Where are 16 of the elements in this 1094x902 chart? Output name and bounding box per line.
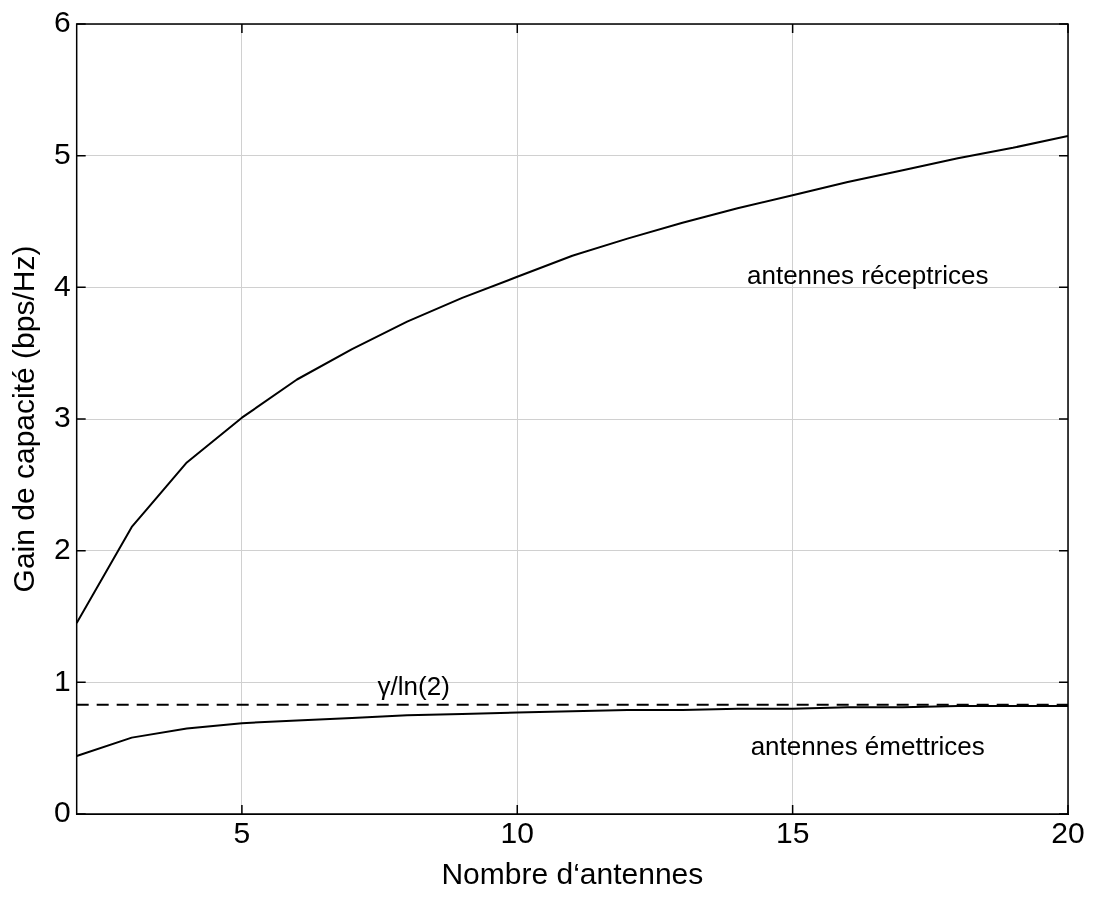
x-tick-label: 10 [500, 816, 534, 850]
y-tick-label: 5 [54, 136, 71, 170]
x-axis-title: Nombre d‘antennes [441, 857, 704, 891]
series-label: antennes émettrices [750, 730, 985, 761]
y-tick-label: 0 [54, 795, 71, 829]
y-tick-label: 6 [54, 5, 71, 39]
y-tick-label: 3 [54, 400, 71, 434]
text: antennes réceptrices [747, 260, 989, 291]
ref-line-label: γ/ln(2) [377, 670, 450, 701]
y-tick-label: 2 [54, 531, 71, 565]
y-axis-title: Gain de capacité (bps/Hz) [7, 245, 41, 593]
x-tick-label: 5 [233, 816, 251, 850]
x-tick-label: 15 [775, 816, 810, 850]
y-tick-label: 1 [54, 663, 71, 697]
x-tick-label: 20 [1051, 816, 1085, 850]
y-tick-label: 4 [54, 268, 71, 302]
